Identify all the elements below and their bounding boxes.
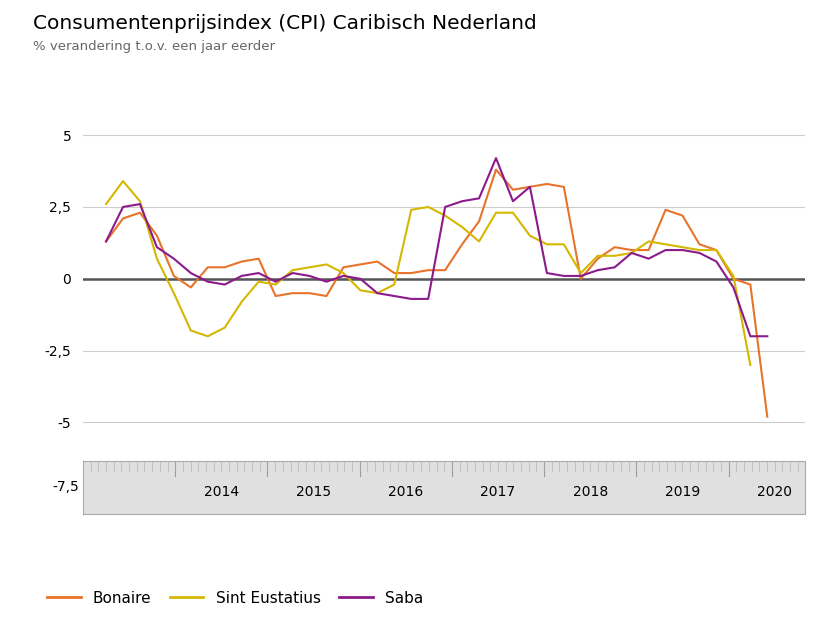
Text: 2017: 2017	[481, 485, 515, 499]
Text: 2015: 2015	[296, 485, 331, 499]
Text: 2018: 2018	[573, 485, 608, 499]
Text: Consumentenprijsindex (CPI) Caribisch Nederland: Consumentenprijsindex (CPI) Caribisch Ne…	[33, 14, 537, 32]
Text: 2016: 2016	[388, 485, 423, 499]
Legend: Bonaire, Sint Eustatius, Saba: Bonaire, Sint Eustatius, Saba	[41, 585, 429, 612]
Text: 2019: 2019	[665, 485, 700, 499]
Text: % verandering t.o.v. een jaar eerder: % verandering t.o.v. een jaar eerder	[33, 40, 276, 54]
Text: -7,5: -7,5	[52, 480, 79, 494]
Text: 2014: 2014	[204, 485, 239, 499]
Text: 2020: 2020	[757, 485, 792, 499]
